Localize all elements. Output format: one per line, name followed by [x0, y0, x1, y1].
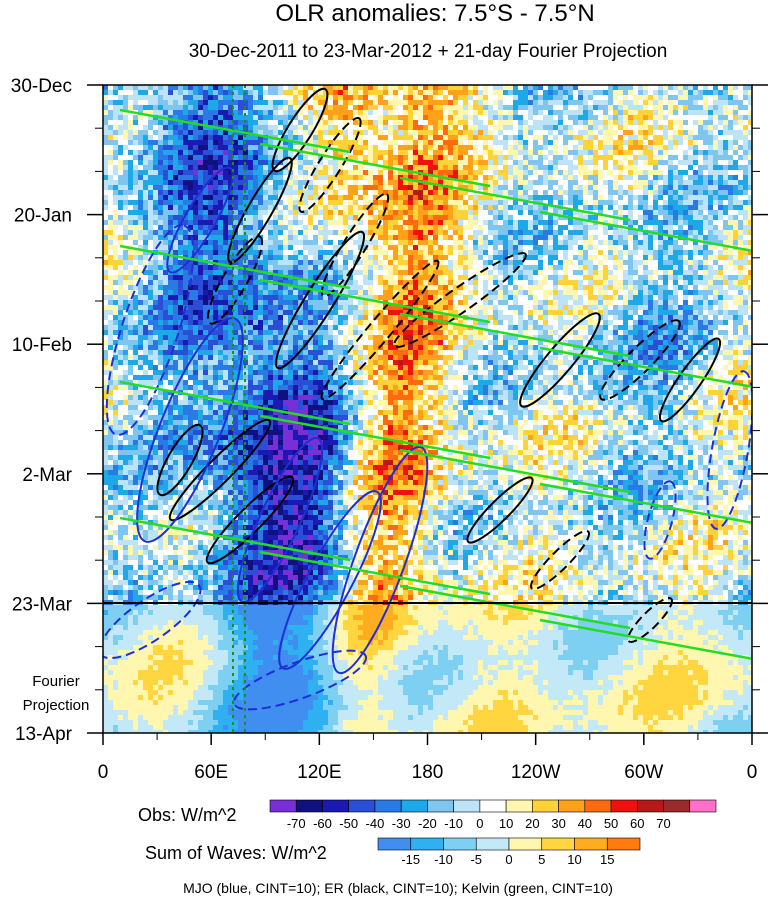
waves-colorbar-swatch: [443, 837, 477, 851]
obs-colorbar-swatch: [348, 799, 376, 813]
waves-colorbar-tick: -5: [470, 852, 482, 867]
waves-colorbar-tick: -15: [401, 852, 420, 867]
obs-colorbar-tick: 60: [630, 816, 644, 831]
waves-colorbar-swatch: [508, 837, 543, 851]
obs-colorbar-swatch: [374, 799, 402, 813]
x-tick-label: 0: [747, 762, 758, 783]
obs-colorbar-tick: -60: [313, 816, 332, 831]
x-tick-label: 120E: [297, 762, 341, 783]
projection-label-line2: Projection: [23, 697, 90, 714]
y-tick-label: 2-Mar: [22, 465, 72, 486]
y-tick-label: 10-Feb: [12, 335, 72, 356]
waves-colorbar-swatch: [475, 837, 510, 851]
waves-colorbar-tick: 10: [567, 852, 581, 867]
obs-colorbar-swatch: [269, 799, 297, 813]
waves-colorbar-swatch: [574, 837, 608, 851]
waves-colorbar-swatch: [410, 837, 444, 851]
waves-colorbar-tick: -10: [434, 852, 453, 867]
x-tick-label: 60W: [624, 762, 663, 783]
olr-anomaly-field: [103, 85, 752, 733]
obs-colorbar-swatch: [505, 799, 533, 813]
waves-colorbar-swatch: [606, 837, 641, 851]
obs-colorbar-swatch: [295, 799, 323, 813]
obs-colorbar-swatch: [322, 799, 350, 813]
obs-colorbar-swatch: [532, 799, 559, 813]
waves-colorbar-tick: 0: [505, 852, 512, 867]
waves-colorbar-swatch: [377, 837, 412, 851]
obs-colorbar: -70 -60 -50 -40 -30 -20 -10 0 10 20 30 40 50 60 70: [269, 799, 717, 831]
waves-colorbar-swatch: [541, 837, 575, 851]
chart-title: OLR anomalies: 7.5°S - 7.5°N: [275, 0, 594, 27]
obs-colorbar-tick: -40: [366, 816, 385, 831]
y-tick-label: 23-Mar: [12, 594, 73, 615]
y-axis: 30-Dec 20-Jan 10-Feb 2-Mar 23-Mar 13-Apr: [11, 76, 768, 745]
obs-colorbar-tick: 50: [604, 816, 618, 831]
y-tick-label: 20-Jan: [14, 206, 72, 227]
obs-colorbar-tick: 30: [551, 816, 565, 831]
obs-colorbar-swatch: [479, 799, 507, 813]
obs-colorbar-swatch: [453, 799, 481, 813]
obs-colorbar-tick: 0: [476, 816, 483, 831]
waves-colorbar-label: Sum of Waves: W/m^2: [145, 843, 327, 863]
obs-colorbar-tick: -10: [444, 816, 463, 831]
x-tick-label: 0: [98, 762, 109, 783]
x-tick-label: 120W: [511, 762, 561, 783]
chart-subtitle: 30-Dec-2011 to 23-Mar-2012 + 21-day Four…: [189, 41, 668, 62]
obs-colorbar-swatch: [584, 799, 612, 813]
contour-footnote: MJO (blue, CINT=10); ER (black, CINT=10)…: [183, 880, 613, 896]
obs-colorbar-tick: -50: [339, 816, 358, 831]
obs-colorbar-tick: 40: [578, 816, 592, 831]
obs-colorbar-tick: 10: [499, 816, 513, 831]
obs-colorbar-tick: 20: [525, 816, 539, 831]
waves-colorbar-tick: 15: [600, 852, 614, 867]
waves-colorbar-tick: 5: [538, 852, 545, 867]
x-tick-label: 60E: [194, 762, 228, 783]
obs-colorbar-tick: -70: [287, 816, 306, 831]
obs-colorbar-tick: -20: [418, 816, 437, 831]
x-axis: 0 60E 120E 180 120W 60W 0: [98, 733, 758, 783]
obs-colorbar-swatch: [663, 799, 691, 813]
obs-colorbar-swatch: [689, 799, 717, 813]
x-tick-label: 180: [412, 762, 444, 783]
obs-colorbar-tick: 70: [656, 816, 670, 831]
projection-label-line1: Fourier: [32, 673, 80, 690]
obs-colorbar-swatch: [427, 799, 454, 813]
obs-colorbar-swatch: [558, 799, 586, 813]
waves-colorbar: -15 -10 -5 0 5 10 15: [377, 837, 641, 867]
obs-colorbar-swatch: [636, 799, 664, 813]
obs-colorbar-label: Obs: W/m^2: [138, 805, 236, 825]
obs-colorbar-swatch: [400, 799, 428, 813]
y-tick-label: 13-Apr: [15, 724, 73, 745]
obs-colorbar-swatch: [610, 799, 638, 813]
obs-colorbar-tick: -30: [392, 816, 411, 831]
y-tick-label: 30-Dec: [11, 76, 72, 97]
